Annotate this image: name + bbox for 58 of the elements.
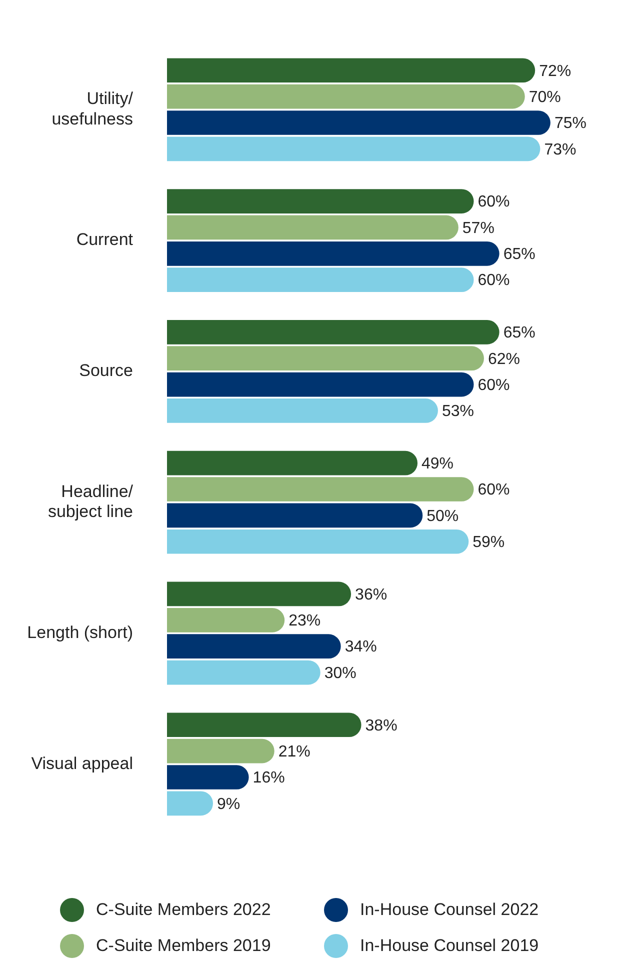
data-label: 34%	[344, 638, 377, 656]
bar	[167, 791, 214, 816]
y-tick-label: Length (short)	[27, 622, 133, 642]
bar	[167, 398, 438, 423]
data-label: 65%	[503, 324, 536, 342]
y-tick-label: Utility/ usefulness	[52, 89, 134, 129]
bar	[167, 477, 474, 502]
bar	[167, 189, 474, 214]
bar	[167, 765, 249, 790]
y-tick-label: Headline/ subject line	[48, 482, 134, 522]
data-label: 65%	[503, 246, 536, 264]
data-label: 57%	[462, 220, 494, 237]
data-label: 49%	[422, 455, 454, 472]
data-label: 60%	[478, 482, 510, 499]
bar	[167, 346, 484, 371]
data-label: 21%	[278, 743, 310, 760]
data-label: 30%	[324, 664, 356, 682]
bar	[167, 241, 500, 266]
bar	[167, 450, 418, 476]
data-label: 59%	[472, 534, 505, 552]
legend-label: C-Suite Members 2022	[96, 900, 271, 920]
data-label: 53%	[442, 403, 474, 420]
bar	[167, 608, 285, 632]
bar	[167, 712, 362, 738]
data-label: 70%	[528, 88, 561, 106]
bar	[167, 660, 320, 685]
data-label: 60%	[478, 376, 510, 394]
bar	[167, 529, 469, 554]
data-label: 36%	[355, 586, 388, 604]
y-tick-label: Source	[79, 361, 133, 380]
bar	[167, 634, 341, 659]
bar	[167, 268, 474, 292]
data-label: 9%	[217, 796, 240, 813]
bar	[167, 738, 274, 764]
bar	[167, 58, 536, 83]
y-tick-label: Visual appeal	[31, 754, 133, 773]
bar	[167, 136, 540, 162]
bar	[167, 503, 423, 528]
legend-label: In-House Counsel 2019	[360, 936, 539, 956]
data-label: 38%	[365, 717, 398, 734]
bar	[167, 582, 352, 606]
bar	[167, 372, 474, 397]
data-label: 73%	[544, 141, 576, 158]
bar	[167, 110, 550, 135]
data-label: 62%	[488, 350, 520, 368]
y-tick-label: Current	[76, 230, 134, 250]
data-label: 23%	[288, 612, 321, 630]
bar	[167, 215, 458, 240]
data-label: 72%	[539, 62, 572, 80]
data-label: 60%	[478, 194, 510, 211]
bar	[167, 320, 500, 344]
data-label: 16%	[252, 770, 285, 787]
data-label: 60%	[478, 272, 510, 290]
data-label: 50%	[426, 508, 459, 525]
data-label: 75%	[554, 115, 586, 132]
legend-label: C-Suite Members 2019	[96, 936, 271, 956]
legend-label: In-House Counsel 2022	[360, 900, 539, 920]
bar	[167, 84, 525, 109]
